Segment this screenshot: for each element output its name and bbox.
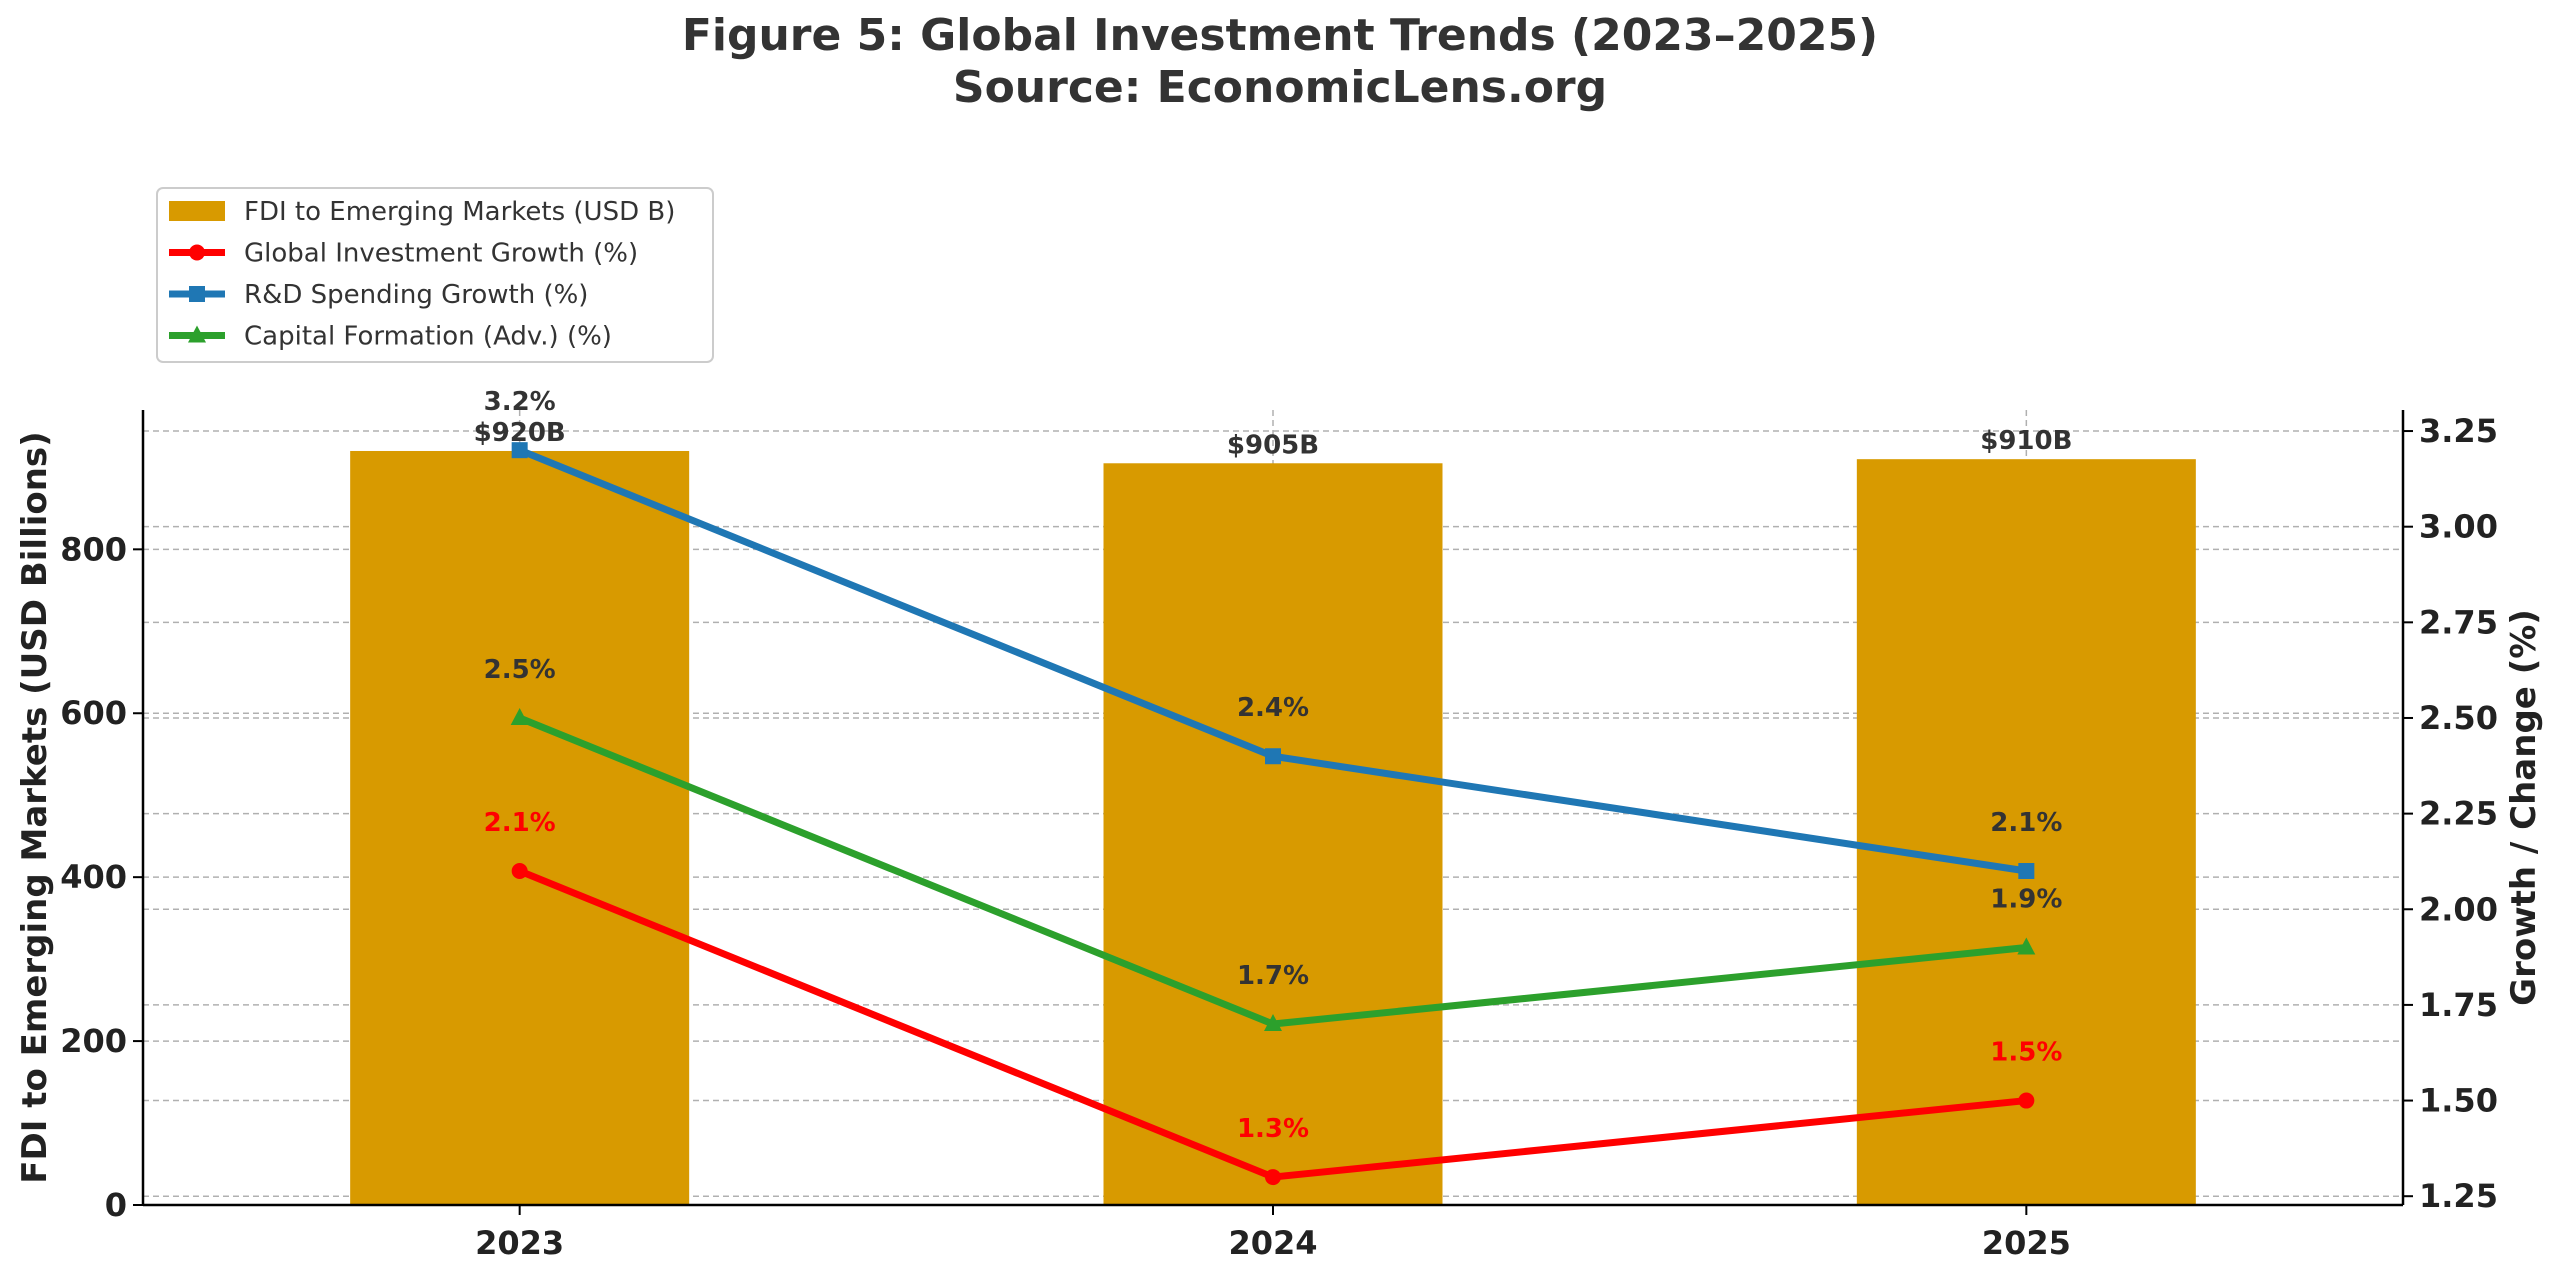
legend-entry-label: R&D Spending Growth (%) bbox=[244, 280, 588, 310]
right-tick-label: 2.75 bbox=[2419, 603, 2498, 641]
chart-subtitle: Source: EconomicLens.org bbox=[953, 62, 1607, 113]
right-tick-label: 2.00 bbox=[2419, 890, 2498, 928]
point-marker bbox=[1265, 1169, 1281, 1186]
chart-title: Figure 5: Global Investment Trends (2023… bbox=[682, 10, 1878, 61]
point-marker bbox=[511, 442, 528, 459]
right-tick-label: 1.50 bbox=[2419, 1082, 2498, 1120]
left-tick-label: 600 bbox=[60, 694, 127, 732]
bar bbox=[1856, 459, 2196, 1205]
axes: 0 200 400 600 800 1.25 1.50 1.75 2.00 2.25 2.50 2.7… bbox=[15, 410, 2544, 1262]
bar-series bbox=[350, 450, 2196, 1205]
right-axis-label: Growth / Change (%) bbox=[2504, 609, 2544, 1006]
legend-box bbox=[156, 187, 714, 363]
series-value-label: 2.1% bbox=[484, 808, 556, 838]
bar bbox=[1103, 463, 1443, 1205]
x-tick-label: 2024 bbox=[1228, 1224, 1317, 1262]
point-marker bbox=[189, 244, 205, 261]
series-value-label: 2.4% bbox=[1237, 693, 1309, 723]
bar-value-label: $920B bbox=[474, 418, 566, 448]
bar-value-label: $910B bbox=[1980, 426, 2072, 456]
series-value-label: 1.9% bbox=[1990, 885, 2062, 915]
series-value-label: 2.5% bbox=[484, 655, 556, 685]
right-tick-label: 1.25 bbox=[2419, 1177, 2498, 1215]
right-tick-label: 3.00 bbox=[2419, 508, 2498, 546]
right-tick-label: 2.50 bbox=[2419, 699, 2498, 737]
right-tick-label: 2.25 bbox=[2419, 795, 2498, 833]
data-labels: $920B $905B $910B 2.1% 1.3% 1.5% 3.2% 2.4% 2.1% 2… bbox=[474, 387, 2073, 1144]
point-marker bbox=[510, 707, 529, 725]
point-marker bbox=[1265, 748, 1281, 765]
chart-title-group: Figure 5: Global Investment Trends (2023… bbox=[682, 10, 1878, 113]
series-value-label: 1.5% bbox=[1990, 1038, 2062, 1068]
point-marker bbox=[511, 863, 528, 880]
legend-entry-label: FDI to Emerging Markets (USD B) bbox=[244, 197, 675, 227]
x-tick-label: 2025 bbox=[1982, 1224, 2071, 1262]
right-tick-label: 3.25 bbox=[2419, 412, 2498, 450]
legend-swatch bbox=[169, 201, 225, 221]
legend-entry-label: Capital Formation (Adv.) (%) bbox=[244, 322, 612, 352]
series-value-label: 3.2% bbox=[484, 387, 556, 417]
left-tick-label: 800 bbox=[60, 530, 127, 568]
series-value-label: 1.7% bbox=[1237, 961, 1309, 991]
point-marker bbox=[2018, 1092, 2035, 1109]
point-marker bbox=[2017, 937, 2036, 955]
left-tick-label: 200 bbox=[60, 1022, 127, 1060]
point-marker bbox=[188, 325, 206, 343]
series-value-label: 1.3% bbox=[1237, 1114, 1309, 1144]
left-tick-label: 400 bbox=[60, 858, 127, 896]
right-tick-label: 1.75 bbox=[2419, 986, 2498, 1024]
point-marker bbox=[1264, 1014, 1282, 1032]
bar-value-label: $905B bbox=[1227, 430, 1319, 460]
x-tick-label: 2023 bbox=[475, 1224, 564, 1262]
point-marker bbox=[2018, 863, 2035, 880]
left-tick-label: 0 bbox=[105, 1186, 127, 1224]
series-value-label: 2.1% bbox=[1990, 808, 2062, 838]
legend: FDI to Emerging Markets (USD B) Global In… bbox=[156, 187, 714, 363]
point-marker bbox=[189, 286, 205, 302]
line-series bbox=[510, 442, 2036, 1186]
legend-entry-label: Global Investment Growth (%) bbox=[244, 239, 638, 269]
left-axis-label: FDI to Emerging Markets (USD Billions) bbox=[15, 431, 55, 1183]
bar bbox=[350, 450, 690, 1205]
